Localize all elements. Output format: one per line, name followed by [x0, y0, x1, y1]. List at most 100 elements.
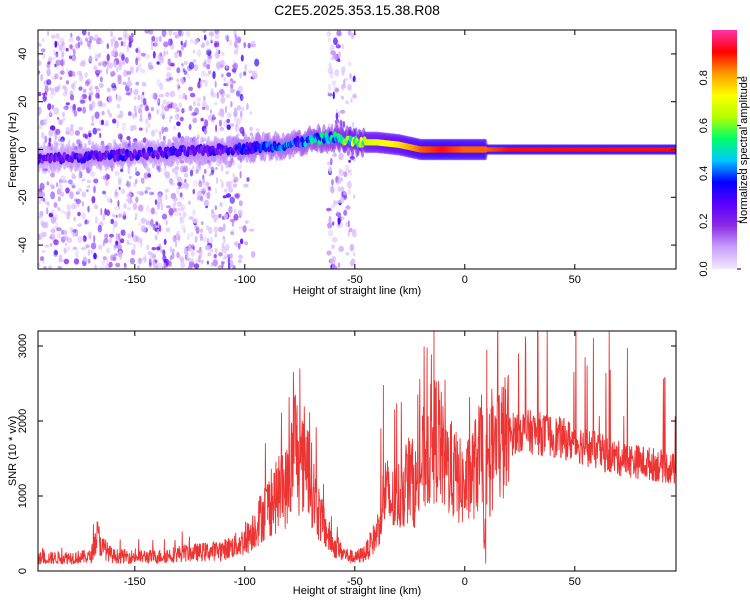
spectrogram-noise-cell — [61, 179, 68, 184]
spectrogram-noise-cell — [214, 205, 217, 211]
spectrogram-noise-cell — [330, 204, 336, 209]
spectrogram-noise-cell — [58, 133, 61, 140]
spectrogram-noise-cell — [174, 210, 180, 217]
spectrogram-noise-cell — [213, 226, 219, 233]
spectrogram-noise-cell — [46, 115, 49, 122]
spectrogram-noise-cell — [335, 44, 341, 49]
spectrogram-noise-cell — [145, 186, 151, 191]
spectrogram-noise-cell — [148, 30, 154, 35]
spectrogram-noise-cell — [132, 124, 137, 131]
spectrogram-ridge-cell — [215, 148, 220, 156]
spectrogram-noise-cell — [150, 106, 155, 112]
spectrogram-noise-cell — [341, 43, 344, 50]
spectrogram-noise-cell — [183, 165, 189, 173]
spectrogram-noise-cell — [179, 256, 185, 263]
spectrogram-noise-cell — [347, 30, 352, 36]
spectrogram-noise-cell — [348, 187, 351, 196]
spectrogram-x-tick-label: -50 — [347, 274, 363, 286]
spectrogram-noise-cell — [127, 200, 134, 205]
spectrogram-noise-cell — [39, 182, 45, 191]
spectrogram-noise-cell — [114, 170, 120, 176]
spectrogram-noise-cell — [116, 103, 121, 109]
spectrogram-noise-cell — [141, 256, 147, 262]
spectrogram-noise-cell — [147, 112, 151, 118]
spectrogram-noise-cell — [205, 181, 210, 187]
spectrogram-noise-cell — [328, 215, 332, 224]
spectrogram-noise-cell — [151, 207, 155, 215]
spectrogram-noise-cell — [233, 49, 239, 55]
spectrogram-noise-cell — [348, 227, 353, 233]
spectrogram-noise-cell — [78, 86, 83, 91]
spectrogram-noise-cell — [196, 249, 202, 254]
spectrogram-noise-cell — [58, 138, 62, 142]
spectrogram-noise-cell — [185, 182, 188, 186]
spectrogram-noise-cell — [188, 61, 195, 70]
spectrogram-noise-cell — [112, 226, 115, 233]
spectrogram-noise-cell — [178, 30, 182, 37]
spectrogram-noise-cell — [153, 262, 158, 269]
spectrogram-noise-cell — [116, 66, 119, 73]
spectrogram-noise-cell — [350, 97, 353, 104]
spectrogram-ridge-cell — [112, 149, 116, 156]
snr-x-tick-label: 0 — [462, 576, 468, 588]
spectrogram-noise-cell — [94, 264, 97, 269]
spectrogram-noise-cell — [102, 256, 107, 261]
spectrogram-noise-cell — [82, 256, 88, 262]
spectrogram-noise-cell — [88, 132, 92, 138]
spectrogram-noise-cell — [77, 223, 83, 227]
spectrogram-noise-cell — [335, 112, 339, 121]
spectrogram-noise-cell — [226, 118, 230, 124]
spectrogram-noise-cell — [145, 126, 148, 134]
spectrogram-noise-cell — [110, 31, 113, 37]
spectrogram-noise-cell — [233, 208, 237, 215]
spectrogram-noise-cell — [200, 228, 203, 234]
spectrogram-noise-cell — [66, 203, 71, 211]
spectrogram-noise-cell — [157, 196, 163, 205]
spectrogram-noise-cell — [59, 76, 63, 81]
spectrogram-noise-cell — [122, 125, 126, 131]
spectrogram-noise-cell — [138, 222, 142, 226]
spectrogram-noise-cell — [168, 30, 172, 36]
spectrogram-noise-cell — [78, 172, 81, 180]
spectrogram-noise-cell — [331, 244, 335, 250]
spectrogram-noise-cell — [153, 92, 158, 100]
spectrogram-noise-cell — [239, 238, 244, 245]
spectrogram-noise-cell — [240, 54, 244, 62]
spectrogram-noise-cell — [208, 186, 211, 191]
spectrogram-noise-cell — [197, 49, 201, 58]
spectrogram-noise-cell — [142, 227, 147, 233]
spectrogram-noise-cell — [115, 214, 118, 218]
spectrogram-noise-cell — [170, 115, 173, 119]
spectrogram-noise-cell — [40, 73, 44, 82]
spectrogram-noise-cell — [72, 246, 77, 250]
spectrogram-noise-cell — [351, 121, 355, 128]
spectrogram-noise-cell — [129, 257, 136, 265]
spectrogram-noise-cell — [40, 219, 44, 227]
spectrogram-noise-cell — [44, 200, 50, 205]
spectrogram-noise-cell — [119, 110, 124, 118]
spectrogram-noise-cell — [240, 110, 243, 118]
spectrogram-noise-cell — [114, 194, 118, 199]
spectrogram-noise-cell — [236, 105, 242, 111]
spectrogram-noise-cell — [63, 247, 67, 254]
spectrogram-noise-cell — [214, 42, 220, 48]
spectrogram-noise-cell — [137, 204, 144, 212]
colorbar-ticks: 0.0 0.2 0.4 0.6 0.8 — [698, 70, 741, 277]
spectrogram-noise-cell — [171, 252, 175, 260]
spectrogram-noise-cell — [55, 182, 59, 188]
spectrogram-noise-cell — [204, 79, 208, 88]
spectrogram-noise-cell — [165, 78, 171, 82]
spectrogram-noise-cell — [81, 178, 86, 182]
spectrogram-noise-cell — [166, 50, 169, 55]
spectrogram-noise-cell — [144, 53, 151, 60]
spectrogram-noise-cell — [181, 196, 185, 200]
spectrogram-noise-cell — [87, 139, 92, 146]
spectrogram-noise-cell — [337, 186, 341, 192]
spectrogram-noise-cell — [55, 59, 61, 66]
spectrogram-noise-cell — [179, 192, 183, 198]
spectrogram-noise-cell — [77, 203, 80, 208]
spectrogram-noise-cell — [176, 121, 181, 127]
spectrogram-noise-cell — [73, 258, 80, 265]
spectrogram-noise-cell — [203, 199, 210, 207]
spectrogram-noise-cell — [150, 40, 153, 46]
